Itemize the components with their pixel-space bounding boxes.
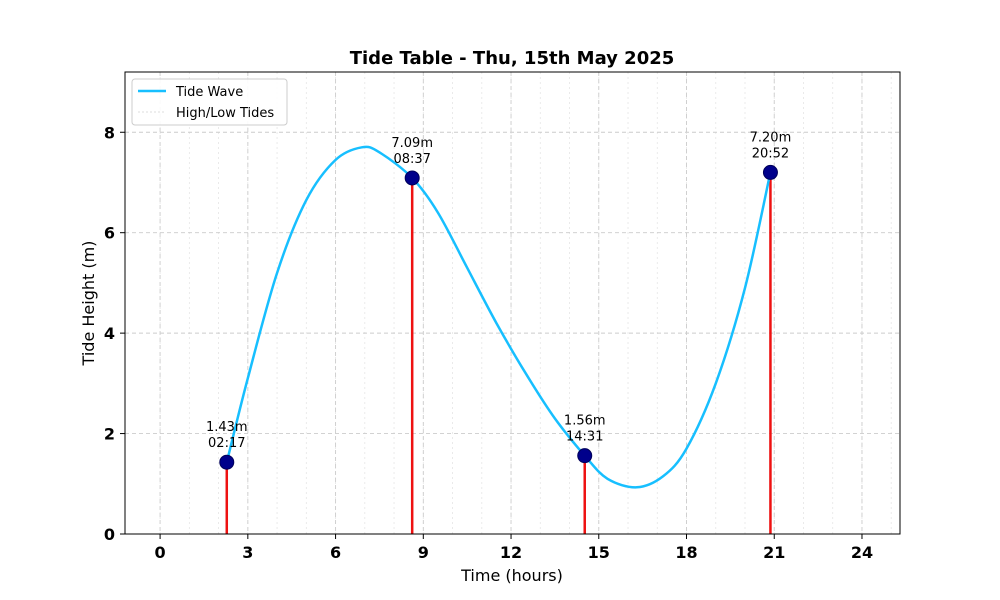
extreme-height-label: 1.56m: [564, 414, 606, 429]
legend-tide-wave-label: Tide Wave: [175, 85, 243, 100]
y-tick-label: 0: [104, 525, 115, 544]
plot-frame: [124, 71, 901, 535]
y-tick-label: 2: [104, 425, 115, 444]
legend: Tide Wave High/Low Tides: [131, 78, 288, 126]
x-tick-label: 21: [763, 543, 785, 562]
legend-high-low-label: High/Low Tides: [176, 106, 274, 121]
x-tick-label: 15: [588, 543, 610, 562]
x-tick-label: 0: [155, 543, 166, 562]
extreme-height-label: 1.43m: [206, 420, 248, 435]
extreme-time-label: 02:17: [208, 436, 245, 451]
extreme-marker: [762, 164, 778, 180]
extreme-time-label: 14:31: [566, 430, 603, 445]
extreme-time-label: 20:52: [752, 146, 789, 161]
chart-title: Tide Table - Thu, 15th May 2025: [350, 48, 675, 69]
extreme-height-label: 7.09m: [391, 136, 433, 151]
y-tick-label: 4: [104, 324, 115, 343]
y-tick-label: 8: [104, 123, 115, 142]
y-axis-label: Tide Height (m): [79, 241, 98, 367]
y-tick-label: 6: [104, 224, 115, 243]
x-tick-label: 3: [242, 543, 253, 562]
x-tick-label: 18: [675, 543, 697, 562]
x-tick-label: 9: [418, 543, 429, 562]
extreme-marker: [577, 448, 593, 464]
extreme-marker: [219, 454, 235, 470]
tide-wave-line: [225, 145, 772, 489]
x-tick-label: 6: [330, 543, 341, 562]
extreme-marker: [404, 170, 420, 186]
x-axis-label: Time (hours): [460, 566, 563, 585]
extreme-height-label: 7.20m: [750, 130, 792, 145]
x-tick-label: 24: [851, 543, 873, 562]
extreme-time-label: 08:37: [393, 152, 430, 167]
x-tick-label: 12: [500, 543, 522, 562]
legend-box: [131, 78, 288, 126]
